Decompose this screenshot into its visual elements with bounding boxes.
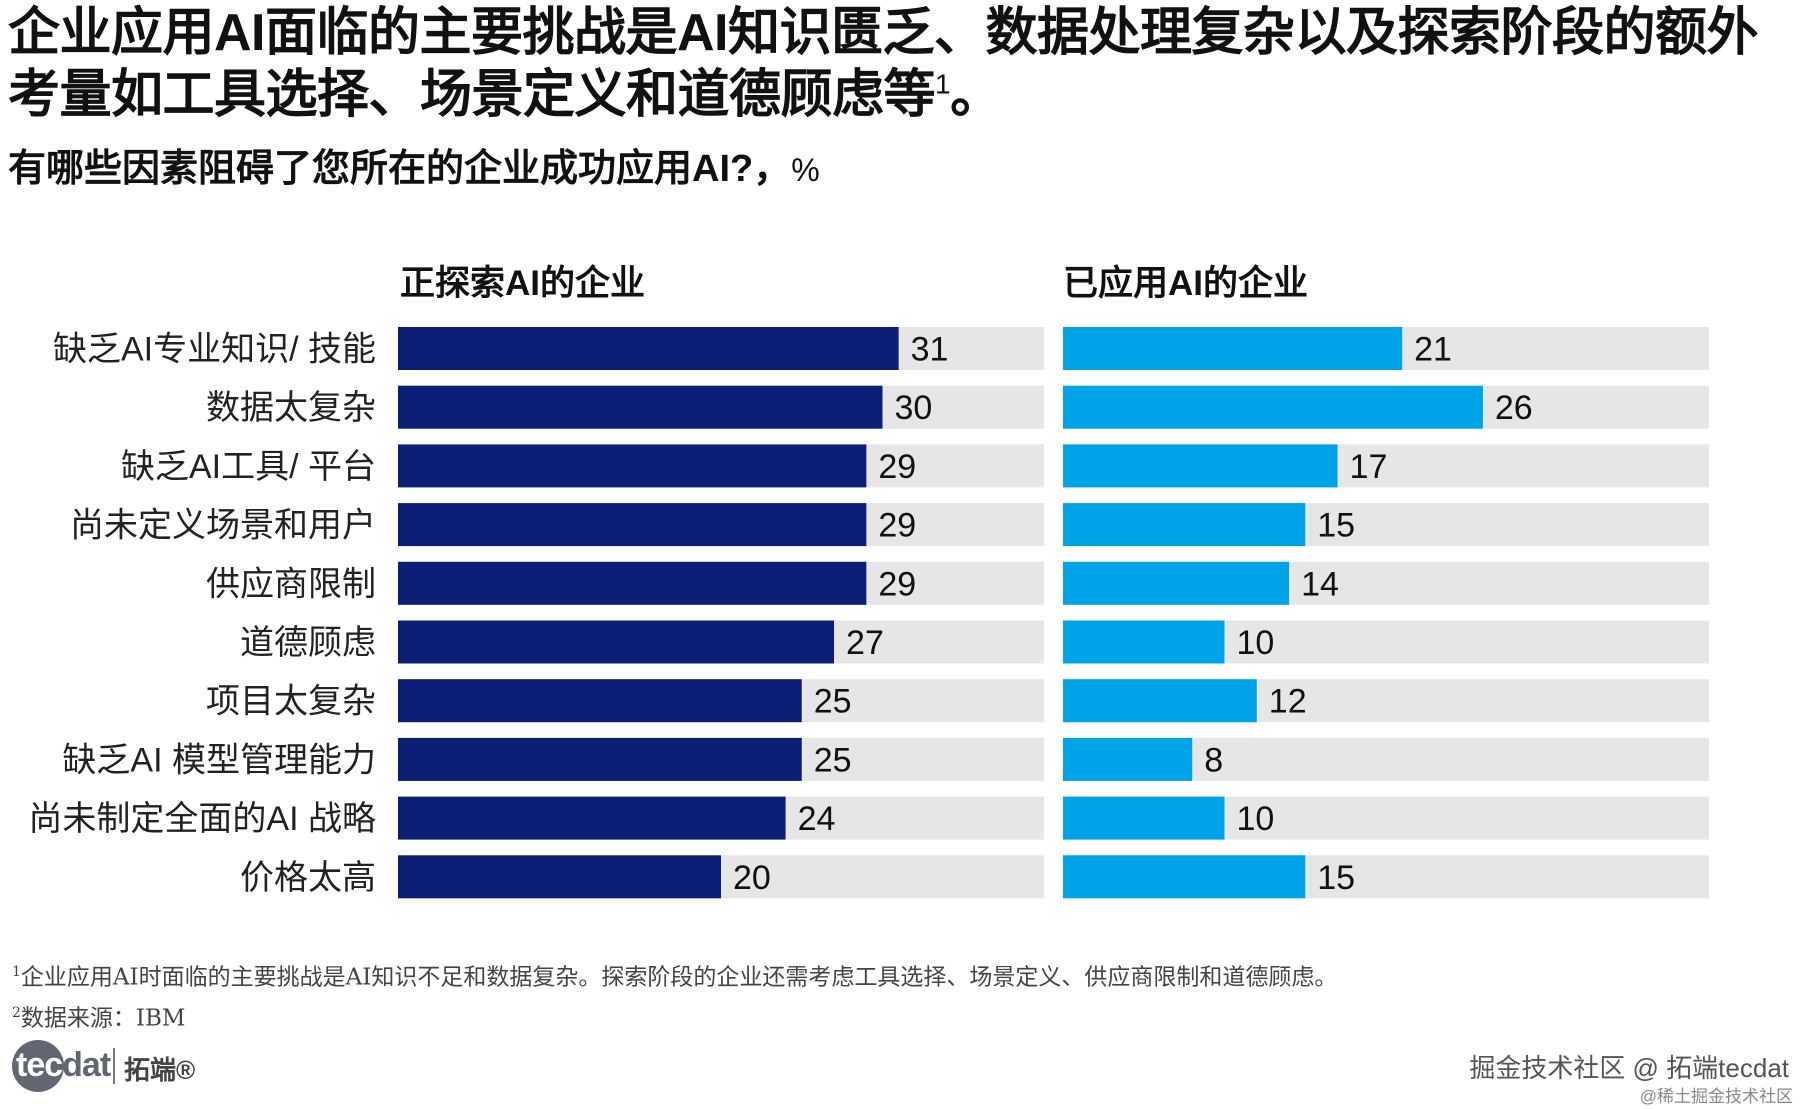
chart-subtitle: 有哪些因素阻碍了您所在的企业成功应用AI?，%	[8, 146, 820, 193]
bar-exploring	[398, 679, 802, 723]
category-label: 数据太复杂	[206, 389, 376, 427]
subtitle-unit: %	[791, 152, 820, 188]
bar-applied	[1063, 737, 1193, 781]
category-label: 尚未定义场景和用户	[70, 507, 376, 545]
data-label-exploring: 29	[878, 565, 916, 603]
bar-applied	[1063, 444, 1338, 488]
panel-title-exploring: 正探索AI的企业	[400, 264, 646, 303]
data-label-exploring: 24	[798, 800, 836, 838]
bar-exploring	[398, 444, 867, 488]
data-label-applied: 15	[1317, 507, 1355, 545]
category-label: 缺乏AI专业知识/ 技能	[53, 331, 376, 369]
footnote-2-mark: 2	[12, 1004, 21, 1021]
chart-title-text: 企业应用AI面临的主要挑战是AI知识匮乏、数据处理复杂以及探索阶段的额外考量如工…	[8, 4, 1759, 124]
data-label-exploring: 25	[814, 683, 852, 721]
footnotes: 1企业应用AI时面临的主要挑战是AI知识不足和数据复杂。探索阶段的企业还需考虑工…	[12, 955, 1337, 1036]
bar-exploring	[398, 503, 867, 547]
data-label-applied: 26	[1495, 389, 1533, 427]
footnote-2-text: 数据来源：IBM	[20, 1005, 186, 1032]
category-label: 供应商限制	[206, 565, 376, 603]
data-label-exploring: 27	[846, 624, 884, 662]
category-label: 价格太高	[240, 859, 376, 897]
bar-applied	[1063, 503, 1306, 547]
bar-exploring	[398, 737, 802, 781]
data-label-applied: 10	[1237, 624, 1275, 662]
logo-wordmark: tecdat	[16, 1046, 111, 1085]
data-label-applied: 17	[1350, 448, 1388, 486]
data-label-applied: 12	[1269, 683, 1307, 721]
footnote-2: 2数据来源：IBM	[12, 996, 1337, 1037]
bar-applied	[1063, 855, 1306, 899]
data-label-exploring: 30	[895, 389, 933, 427]
bar-applied	[1063, 385, 1483, 429]
footnote-1: 1企业应用AI时面临的主要挑战是AI知识不足和数据复杂。探索阶段的企业还需考虑工…	[12, 955, 1337, 996]
bar-exploring	[398, 620, 835, 664]
data-label-exploring: 25	[814, 741, 852, 779]
bar-exploring	[398, 327, 899, 370]
bar-applied	[1063, 327, 1403, 370]
bar-exploring	[398, 561, 867, 605]
data-label-exploring: 20	[733, 859, 771, 897]
logo-chinese: 拓端®	[124, 1055, 196, 1085]
category-label: 缺乏AI 模型管理能力	[62, 741, 376, 779]
watermark: 掘金技术社区 @ 拓端tecdat	[1469, 1053, 1789, 1083]
subtitle-text: 有哪些因素阻碍了您所在的企业成功应用AI?，	[8, 148, 792, 190]
category-label: 尚未制定全面的AI 战略	[28, 800, 376, 838]
data-label-exploring: 31	[911, 331, 949, 369]
bar-applied	[1063, 796, 1225, 840]
footnote-1-text: 企业应用AI时面临的主要挑战是AI知识不足和数据复杂。探索阶段的企业还需考虑工具…	[20, 964, 1338, 991]
tecdat-logo: tecdat 拓端®	[8, 1036, 208, 1096]
chart-title: 企业应用AI面临的主要挑战是AI知识匮乏、数据处理复杂以及探索阶段的额外考量如工…	[8, 2, 1798, 126]
data-label-exploring: 29	[878, 507, 916, 545]
bar-exploring	[398, 796, 786, 840]
category-label: 项目太复杂	[206, 683, 376, 721]
footnote-1-mark: 1	[12, 964, 21, 980]
logo-badge	[12, 1040, 64, 1092]
data-label-applied: 8	[1204, 741, 1223, 779]
data-label-applied: 14	[1301, 565, 1339, 603]
bar-applied	[1063, 620, 1225, 664]
bar-exploring	[398, 855, 721, 899]
logo-divider	[113, 1048, 115, 1084]
bar-chart: 缺乏AI专业知识/ 技能 31 21 数据太复杂 30 26 缺乏AI工具/ 平台 29 17 尚…	[28, 327, 1709, 899]
data-label-exploring: 29	[878, 448, 916, 486]
title-footnote-mark: 1	[935, 68, 951, 100]
data-label-applied: 15	[1317, 859, 1355, 897]
panel-title-applied: 已应用AI的企业	[1063, 264, 1309, 303]
category-label: 道德顾虑	[240, 624, 376, 662]
logo-dat: dat	[62, 1046, 111, 1084]
bar-applied	[1063, 561, 1290, 605]
watermark-sub: @稀土掘金技术社区	[1639, 1087, 1793, 1106]
data-label-applied: 21	[1414, 331, 1452, 369]
title-period: 。	[950, 66, 1002, 124]
logo-tec: tec	[16, 1046, 63, 1084]
category-label: 缺乏AI工具/ 平台	[121, 448, 376, 486]
bar-applied	[1063, 679, 1257, 723]
data-label-applied: 10	[1237, 800, 1275, 838]
bar-exploring	[398, 385, 883, 429]
